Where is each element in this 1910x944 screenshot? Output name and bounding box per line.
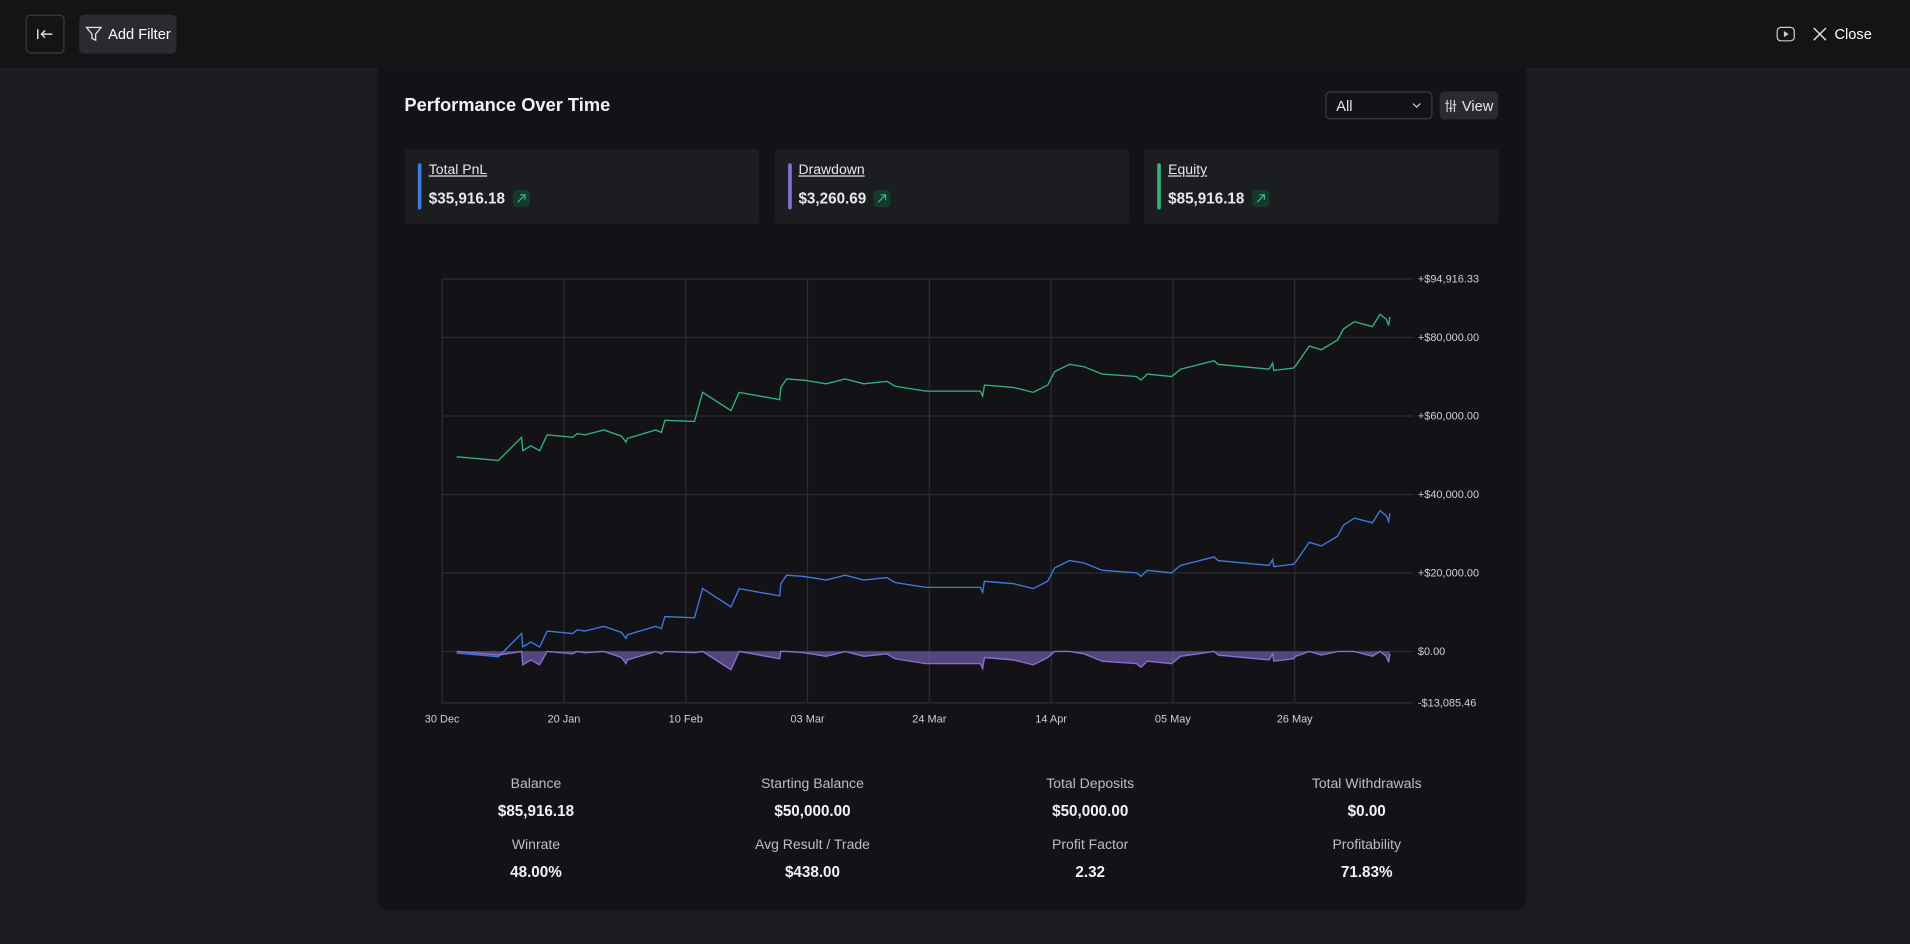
stat-value: $85,916.18 xyxy=(497,802,575,820)
card-name: Drawdown xyxy=(798,163,865,178)
stat-card: Total PnL $35,916.18 xyxy=(404,148,759,225)
stat-value: $50,000.00 xyxy=(1052,802,1129,820)
stat-value: 71.83% xyxy=(1340,863,1393,881)
view-button[interactable]: View xyxy=(1439,91,1499,120)
close-button[interactable]: Close xyxy=(1813,22,1872,46)
trend-badge xyxy=(512,190,530,208)
card-value: $3,260.69 xyxy=(798,190,891,208)
add-filter-button[interactable]: Add Filter xyxy=(79,14,177,54)
stat-label: Avg Result / Trade xyxy=(754,838,870,853)
stat-value: $438.00 xyxy=(784,863,840,881)
card-accent xyxy=(417,163,422,210)
top-bar: Add Filter Close xyxy=(0,0,1910,70)
x-tick-label: 05 May xyxy=(1155,713,1191,725)
stat: Total Withdrawals $0.00 xyxy=(1233,777,1501,820)
filter-icon xyxy=(85,26,103,42)
card-value: $85,916.18 xyxy=(1168,190,1269,208)
card-name: Total PnL xyxy=(428,163,488,178)
stat-label: Profitability xyxy=(1332,838,1401,853)
trend-badge xyxy=(1251,190,1269,208)
y-tick-label: +$94,916.33 xyxy=(1418,274,1479,286)
video-icon[interactable] xyxy=(1776,26,1795,43)
series-line xyxy=(456,509,1391,658)
stat: Profitability 71.83% xyxy=(1233,838,1501,881)
x-tick-label: 20 Jan xyxy=(548,713,581,725)
trend-icon xyxy=(877,194,887,203)
card-value-text: $3,260.69 xyxy=(798,190,867,208)
stat: Winrate 48.00% xyxy=(402,838,670,881)
y-tick-label: -$13,085.46 xyxy=(1418,697,1476,709)
series-area xyxy=(456,651,1390,670)
stat-value: $50,000.00 xyxy=(774,802,851,820)
x-tick-label: 10 Feb xyxy=(669,713,703,725)
y-tick-label: +$20,000.00 xyxy=(1418,568,1479,580)
close-label: Close xyxy=(1834,25,1872,43)
stat-label: Winrate xyxy=(511,838,561,853)
y-tick-label: +$80,000.00 xyxy=(1418,332,1479,344)
chevron-icon xyxy=(1412,103,1421,109)
x-tick-label: 24 Mar xyxy=(912,713,946,725)
card-value: $35,916.18 xyxy=(428,190,530,208)
x-tick-label: 14 Apr xyxy=(1035,713,1067,725)
card-value-text: $35,916.18 xyxy=(428,190,505,208)
stat-value: 48.00% xyxy=(510,863,562,881)
panel-title: Performance Over Time xyxy=(404,95,611,116)
x-tick-label: 26 May xyxy=(1277,713,1313,725)
stat: Profit Factor 2.32 xyxy=(956,838,1224,881)
trend-icon xyxy=(1256,194,1265,203)
y-tick-label: +$60,000.00 xyxy=(1418,411,1479,423)
stat: Balance $85,916.18 xyxy=(402,777,670,820)
y-tick-label: +$40,000.00 xyxy=(1418,489,1479,501)
chart: +$94,916.33 +$80,000.00 +$60,000.00 +$40,00… xyxy=(425,274,1479,726)
stat-value: $0.00 xyxy=(1347,802,1386,820)
stat-label: Total Withdrawals xyxy=(1311,777,1422,792)
sliders-icon xyxy=(1445,99,1457,112)
range-select[interactable]: All xyxy=(1325,91,1433,120)
stat: Avg Result / Trade $438.00 xyxy=(678,838,946,881)
stat-card: Equity $85,916.18 xyxy=(1143,148,1499,225)
add-filter-label: Add Filter xyxy=(108,25,171,43)
back-icon xyxy=(37,29,53,39)
stat: Starting Balance $50,000.00 xyxy=(678,777,946,820)
card-name: Equity xyxy=(1168,163,1208,178)
card-accent xyxy=(1157,163,1161,210)
back-button[interactable] xyxy=(25,14,65,54)
stat-label: Balance xyxy=(510,777,562,792)
stat-value: 2.32 xyxy=(1075,863,1106,881)
card-value-text: $85,916.18 xyxy=(1168,190,1245,208)
series-line xyxy=(456,313,1391,462)
stat-label: Starting Balance xyxy=(761,777,864,792)
series-line xyxy=(456,650,1391,671)
y-tick-label: $0.00 xyxy=(1418,646,1445,658)
card-accent xyxy=(787,163,792,210)
stat: Total Deposits $50,000.00 xyxy=(956,777,1224,820)
view-label: View xyxy=(1461,96,1494,114)
x-tick-label: 30 Dec xyxy=(425,713,460,725)
trend-badge xyxy=(873,190,891,208)
trend-icon xyxy=(516,194,526,203)
stat-card: Drawdown $3,260.69 xyxy=(774,148,1129,225)
stat-label: Profit Factor xyxy=(1052,838,1129,853)
x-tick-label: 03 Mar xyxy=(790,713,824,725)
range-select-value: All xyxy=(1336,96,1353,114)
close-icon xyxy=(1813,27,1827,41)
stat-label: Total Deposits xyxy=(1046,777,1135,792)
